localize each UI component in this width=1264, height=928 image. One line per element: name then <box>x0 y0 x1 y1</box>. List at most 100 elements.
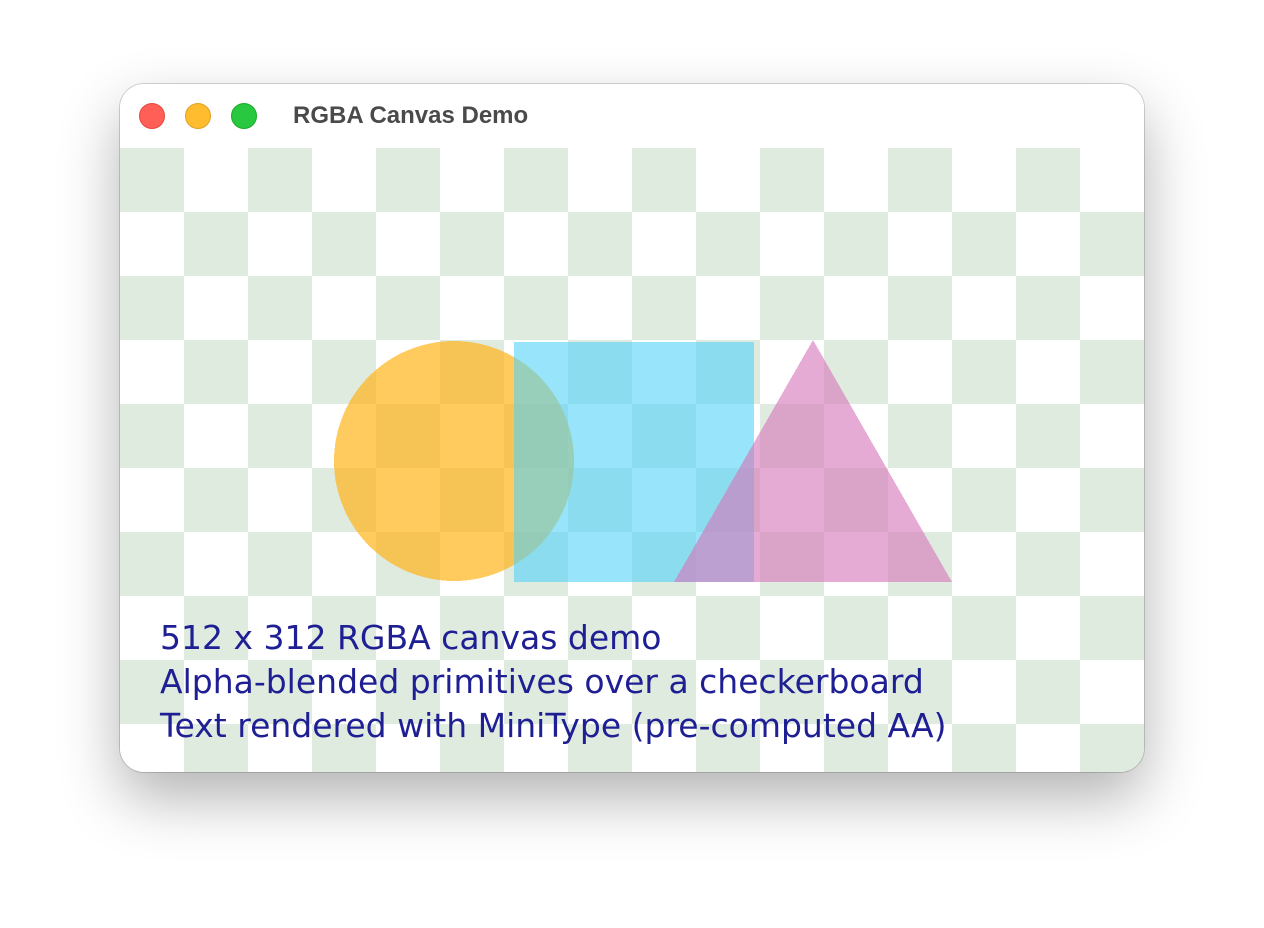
checker-cell <box>632 724 696 772</box>
canvas-area: 512 x 312 RGBA canvas demo Alpha-blended… <box>120 148 1144 772</box>
checker-cell <box>568 660 632 724</box>
checker-cell <box>888 148 952 212</box>
checker-cell <box>184 148 248 212</box>
checker-cell <box>376 276 440 340</box>
checker-cell <box>312 660 376 724</box>
checker-cell <box>696 212 760 276</box>
checker-cell <box>248 148 312 212</box>
checker-cell <box>888 724 952 772</box>
checker-cell <box>952 148 1016 212</box>
checker-cell <box>1080 724 1144 772</box>
checker-cell <box>760 276 824 340</box>
checker-cell <box>440 148 504 212</box>
checker-cell <box>760 660 824 724</box>
checker-cell <box>1080 340 1144 404</box>
checker-cell <box>184 660 248 724</box>
app-window: RGBA Canvas Demo 512 x 312 RGBA canvas d… <box>120 84 1144 772</box>
checker-cell <box>248 404 312 468</box>
checker-cell <box>632 660 696 724</box>
checker-cell <box>1016 212 1080 276</box>
checker-cell <box>1016 532 1080 596</box>
checker-cell <box>632 212 696 276</box>
checker-cell <box>888 276 952 340</box>
checker-cell <box>952 468 1016 532</box>
checker-cell <box>504 148 568 212</box>
checker-cell <box>696 660 760 724</box>
checker-cell <box>120 660 184 724</box>
checker-cell <box>888 404 952 468</box>
checker-cell <box>824 596 888 660</box>
checker-cell <box>1016 148 1080 212</box>
pink-triangle <box>674 340 952 582</box>
checker-cell <box>120 148 184 212</box>
checker-cell <box>120 724 184 772</box>
checker-cell <box>568 148 632 212</box>
checker-cell <box>888 340 952 404</box>
checker-cell <box>696 724 760 772</box>
checker-cell <box>184 212 248 276</box>
checker-cell <box>1016 404 1080 468</box>
checker-cell <box>1016 660 1080 724</box>
caption-line-3: Text rendered with MiniType (pre-compute… <box>159 706 946 745</box>
checker-cell <box>312 532 376 596</box>
checker-cell <box>952 404 1016 468</box>
checker-cell <box>1080 276 1144 340</box>
checker-cell <box>888 660 952 724</box>
checker-cell <box>888 212 952 276</box>
checker-cell <box>824 148 888 212</box>
checker-cell <box>1016 724 1080 772</box>
rgba-canvas: 512 x 312 RGBA canvas demo Alpha-blended… <box>120 148 1144 772</box>
checker-cell <box>376 148 440 212</box>
title-bar[interactable]: RGBA Canvas Demo <box>120 84 1144 148</box>
checker-cell <box>952 660 1016 724</box>
close-button[interactable] <box>139 103 165 129</box>
checker-cell <box>184 340 248 404</box>
checker-cell <box>504 212 568 276</box>
checker-cell <box>376 724 440 772</box>
checker-cell <box>1080 660 1144 724</box>
checker-cell <box>1016 596 1080 660</box>
checker-cell <box>248 468 312 532</box>
checker-cell <box>1080 596 1144 660</box>
checker-cell <box>184 532 248 596</box>
checker-cell <box>440 660 504 724</box>
checker-cell <box>632 148 696 212</box>
checker-cell <box>1080 148 1144 212</box>
checker-cell <box>120 212 184 276</box>
checker-cell <box>568 596 632 660</box>
checker-cell <box>760 148 824 212</box>
checker-cell <box>568 276 632 340</box>
checker-cell <box>632 596 696 660</box>
checker-cell <box>696 276 760 340</box>
checker-cell <box>376 596 440 660</box>
checker-cell <box>120 532 184 596</box>
minimize-button[interactable] <box>185 103 211 129</box>
checker-cell <box>952 212 1016 276</box>
checker-cell <box>440 276 504 340</box>
checker-cell <box>376 212 440 276</box>
checker-cell <box>568 724 632 772</box>
checker-cell <box>248 212 312 276</box>
checker-cell <box>120 340 184 404</box>
checker-cell <box>312 148 376 212</box>
checker-cell <box>952 724 1016 772</box>
checker-cell <box>184 404 248 468</box>
checker-cell <box>248 276 312 340</box>
checker-cell <box>120 468 184 532</box>
caption-line-1: 512 x 312 RGBA canvas demo <box>160 618 661 657</box>
checker-cell <box>184 724 248 772</box>
checker-cell <box>824 660 888 724</box>
zoom-button[interactable] <box>231 103 257 129</box>
checker-cell <box>120 596 184 660</box>
checker-cell <box>952 596 1016 660</box>
checker-cell <box>888 596 952 660</box>
checker-cell <box>248 340 312 404</box>
checker-cell <box>504 276 568 340</box>
checker-cell <box>952 276 1016 340</box>
checker-cell <box>1080 468 1144 532</box>
checker-cell <box>632 276 696 340</box>
checker-cell <box>696 596 760 660</box>
checker-cell <box>760 724 824 772</box>
checker-cell <box>440 596 504 660</box>
checker-cell <box>1016 276 1080 340</box>
